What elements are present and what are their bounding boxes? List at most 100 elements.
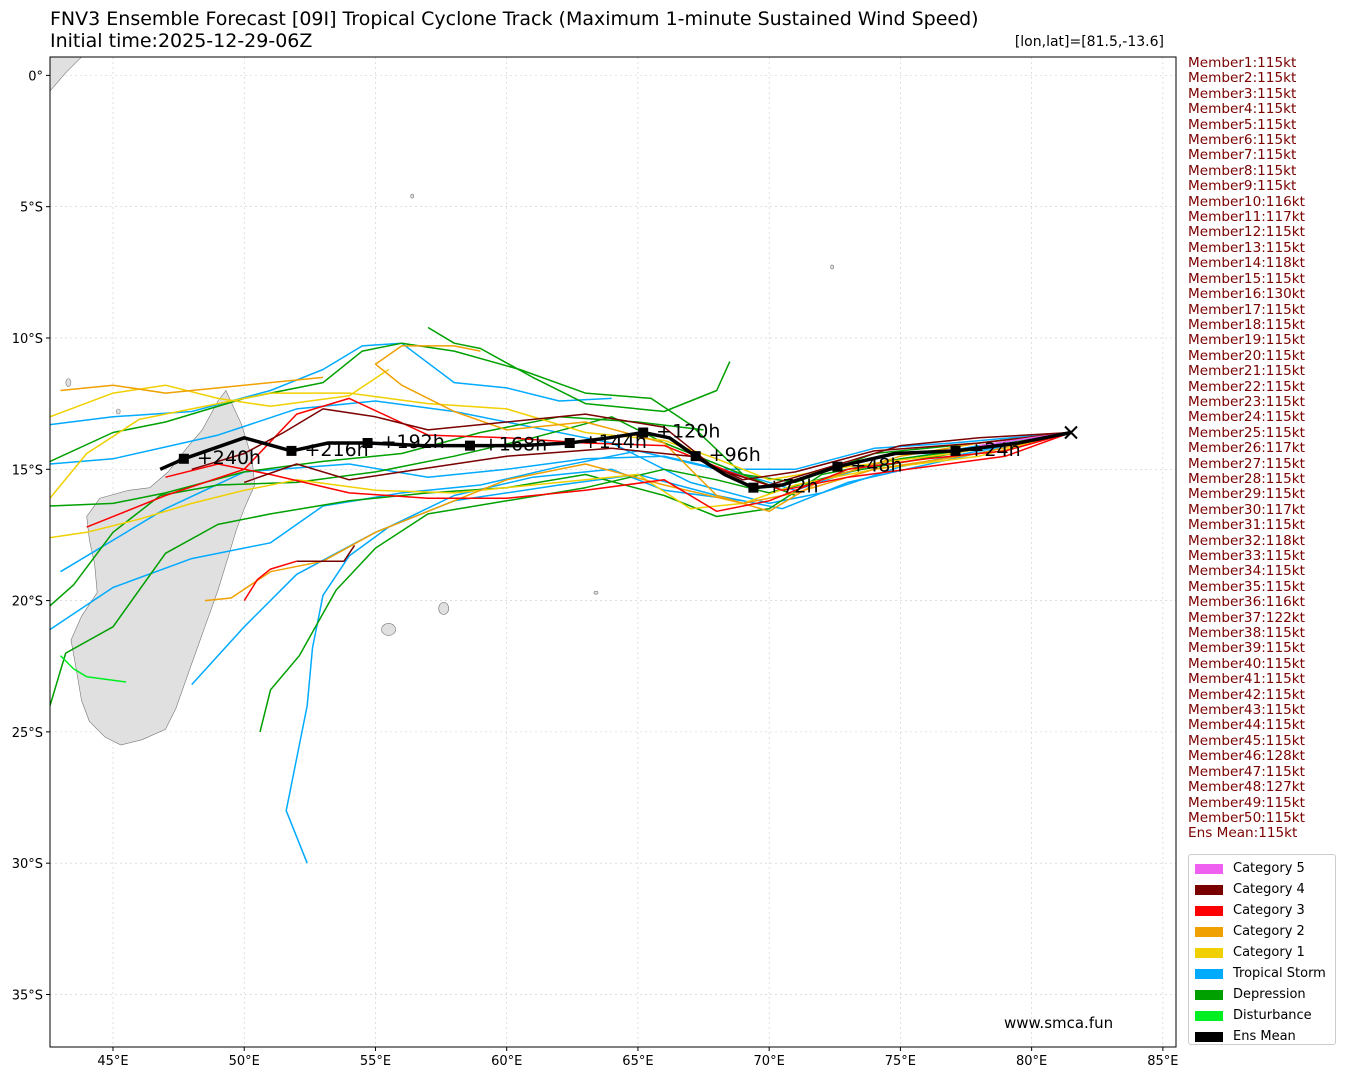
member-intensity: Member48:127kt [1188,779,1305,796]
island-mayotte [115,408,121,415]
island-mauritius [438,602,450,615]
member-intensity: Member30:117kt [1188,501,1305,518]
y-tick-label: 30°S [12,857,43,872]
member-intensity: Member20:115kt [1188,347,1305,364]
member-intensity: Member1:115kt [1188,55,1297,71]
mean-marker [564,438,575,449]
member-intensity: Member35:115kt [1188,578,1305,595]
member-intensity: Member5:115kt [1188,116,1297,133]
member-track-16 [374,345,1072,513]
member-intensity: Member11:117kt [1188,209,1305,226]
member-intensity: Member6:115kt [1188,132,1297,149]
legend-item: Category 1 [1195,942,1335,963]
mean-marker [690,451,701,462]
island-chagos [830,264,834,270]
member-intensity: Member2:115kt [1188,70,1297,87]
legend-swatch [1195,968,1223,979]
member-intensity: Member21:115kt [1188,363,1305,380]
member-track-17 [204,431,1072,602]
mean-marker-label: +24h [969,439,1021,461]
member-intensity: Member38:115kt [1188,625,1305,642]
y-tick-label: 20°S [12,595,43,610]
member-intensity: Member13:115kt [1188,239,1305,256]
africa-coast [50,57,82,92]
legend-label: Ens Mean [1233,1029,1296,1044]
member-intensity: Member46:128kt [1188,748,1305,765]
legend-label: Depression [1233,987,1306,1002]
member-intensity: Member23:115kt [1188,393,1305,410]
member-track-4 [50,431,1072,631]
chart-title: FNV3 Ensemble Forecast [09I] Tropical Cy… [50,8,979,30]
member-intensity: Member12:115kt [1188,224,1305,241]
island-rodrigues [593,590,599,595]
mean-marker-label: +48h [850,455,902,477]
coordinate-readout: [lon,lat]=[81.5,-13.6] [1014,34,1164,50]
member-intensity: Member24:115kt [1188,409,1305,426]
x-tick-label: 55°E [360,1054,391,1069]
member-intensity: Member40:115kt [1188,655,1305,672]
y-tick-label: 35°S [12,988,43,1003]
x-tick-label: 75°E [885,1054,916,1069]
member-track-13 [50,431,1072,539]
member-track-23 [243,431,1072,484]
legend-item: Category 2 [1195,921,1335,942]
legend-swatch [1195,1031,1223,1042]
member-intensity: Member47:115kt [1188,763,1305,780]
member-intensity: Member26:117kt [1188,440,1305,457]
legend-label: Category 5 [1233,861,1305,876]
mean-marker-label: +144h [583,431,647,453]
legend: Category 5 Category 4 Category 3 Category 2… [1188,854,1336,1045]
x-tick-label: 60°E [491,1054,522,1069]
legend-item: Category 3 [1195,900,1335,921]
island-réunion [381,623,396,636]
mean-marker-label: +216h [304,439,368,461]
island-seychelles-outer [410,193,415,199]
member-track-26 [59,655,127,683]
x-tick-label: 70°E [754,1054,785,1069]
member-track-20 [165,431,1072,513]
member-intensity: Member17:115kt [1188,301,1305,318]
member-intensity: Member45:115kt [1188,732,1305,749]
member-track-18 [60,376,324,394]
map-background [50,57,1176,1047]
legend-swatch [1195,863,1223,874]
x-tick-label: 85°E [1147,1054,1178,1069]
member-intensity: Member10:116kt [1188,193,1305,210]
legend-item: Tropical Storm [1195,963,1335,984]
mean-marker-label: +72h [766,476,818,498]
y-tick-label: 25°S [12,726,43,741]
legend-swatch [1195,905,1223,916]
member-track-24 [296,544,356,562]
map-frame [49,56,1177,1048]
y-tick-label: 15°S [12,463,43,478]
legend-label: Category 4 [1233,882,1305,897]
x-tick-label: 45°E [97,1054,128,1069]
member-intensity: Member25:115kt [1188,424,1305,441]
member-intensity-list: Member1:115kt Member2:115kt Member3:115kt M… [1188,55,1305,842]
legend-swatch [1195,989,1223,1000]
legend-label: Category 3 [1233,903,1305,918]
member-intensity: Member31:115kt [1188,517,1305,534]
member-intensity: Member28:115kt [1188,470,1305,487]
x-tick-label: 80°E [1016,1054,1047,1069]
legend-item: Depression [1195,984,1335,1005]
legend-item: Disturbance [1195,1005,1335,1026]
member-intensity: Member32:118kt [1188,532,1305,549]
member-track-22 [191,408,1072,486]
member-intensity: Member9:115kt [1188,178,1297,195]
legend-swatch [1195,1010,1223,1021]
member-intensity: Ens Mean:115kt [1188,825,1298,842]
land-layer [50,57,834,746]
mean-marker [464,440,475,451]
member-track-6 [50,342,612,426]
mean-marker-label: +192h [381,431,445,453]
y-tick-label: 0° [28,69,43,84]
y-tick-label: 5°S [20,201,43,216]
legend-label: Disturbance [1233,1008,1312,1023]
member-track-15 [50,368,390,418]
member-track-12 [427,326,731,413]
mean-marker [748,482,759,493]
member-track-11 [50,416,704,507]
legend-label: Category 2 [1233,924,1305,939]
